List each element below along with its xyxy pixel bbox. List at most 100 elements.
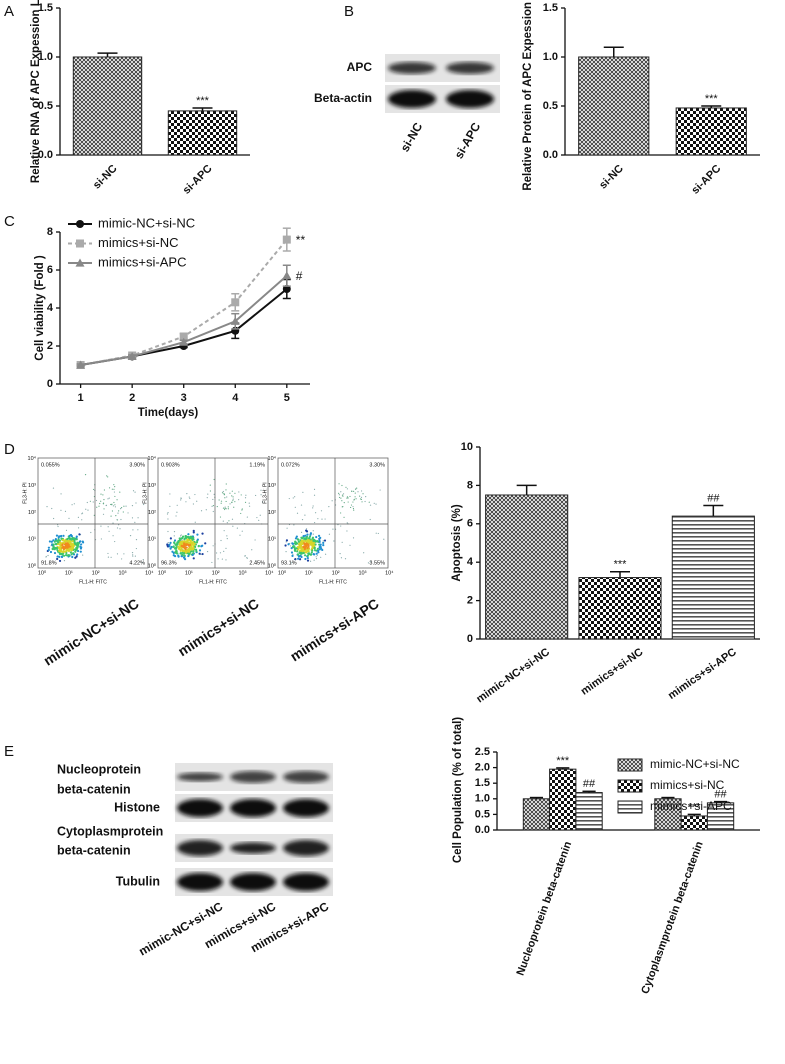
legend-label: mimics+si-APC [650,799,732,813]
event-dot [373,502,375,504]
event-dot [194,548,198,551]
event-dot [234,492,236,494]
event-dot [66,554,69,557]
event-dot [197,544,200,548]
event-dot [369,504,372,506]
event-dot [305,529,308,532]
event-dot [302,491,304,493]
x-tick-label: 3 [181,392,187,404]
event-dot [192,550,195,553]
event-dot [312,530,314,532]
event-dot [102,513,105,515]
quadrant-label: 1.19% [249,462,265,468]
event-dot [227,508,229,510]
event-dot [315,535,318,539]
event-dot [232,525,234,527]
event-dot [167,518,169,520]
y-axis-label: Cell viability (Fold ) [34,255,46,361]
event-dot [296,550,299,553]
y-tick-label: 2 [47,340,53,352]
event-dot [246,557,248,559]
event-dot [180,499,182,501]
annotation: *** [688,801,702,813]
event-dot [62,548,66,551]
event-dot [59,541,62,544]
event-dot [212,510,214,513]
event-dot [350,506,352,509]
event-dot [316,547,320,550]
event-dot [287,543,290,546]
event-dot [187,533,190,536]
event-dot [77,516,79,518]
event-dot [339,553,341,555]
event-dot [217,558,219,560]
event-dot [220,500,223,502]
event-dot [248,505,251,507]
y-tick-label: 10⁰ [148,562,157,569]
event-dot [293,524,295,526]
event-dot [111,503,113,505]
event-dot [58,559,62,563]
event-dot [345,486,347,488]
x-tick-label: 1 [78,392,84,404]
event-dot [176,504,178,506]
event-dot [291,562,293,564]
event-dot [342,493,345,495]
blot-row-label: Nucleoprotein [57,762,141,776]
event-dot [71,504,73,506]
y-tick-label: 0.5 [475,808,490,820]
event-dot [141,561,144,564]
event-dot [353,499,355,501]
event-dot [179,548,182,551]
event-dot [231,490,233,492]
event-dot [324,553,327,555]
event-dot [132,555,134,557]
event-dot [304,557,307,561]
event-dot [367,562,370,564]
annotation: ## [714,789,727,801]
event-dot [68,540,71,544]
event-dot [323,539,327,542]
y-tick-label: 10¹ [28,537,36,543]
event-dot [298,558,302,561]
event-dot [369,560,371,562]
event-dot [294,506,296,508]
legend-marker [75,258,85,267]
event-dot [352,505,354,508]
event-dot [225,500,227,503]
panel-label: D [4,441,15,458]
blot-row-label: Beta-actin [314,91,372,105]
event-dot [169,541,172,544]
x-tick-label: mimic-NC+si-NC [474,646,552,705]
event-dot [297,540,300,543]
event-dot [238,499,240,501]
blot-band [388,90,436,108]
event-dot [244,555,246,557]
error-bar [556,767,570,770]
x-axis-label: FL1-H: FITC [319,579,347,585]
y-tick-label: 8 [467,479,473,491]
event-dot [320,556,322,558]
event-dot [232,496,234,498]
event-dot [301,519,304,521]
event-dot [354,492,356,494]
error-bar [687,813,701,816]
event-dot [340,491,342,493]
event-dot [114,485,116,488]
blot-row-label: beta-catenin [57,843,131,857]
event-dot [255,494,257,497]
event-dot [309,560,312,562]
event-dot [300,548,304,551]
event-dot [201,544,204,547]
event-dot [317,551,320,554]
event-dot [241,530,243,532]
event-dot [123,553,125,555]
bar [167,110,238,156]
event-dot [53,517,55,520]
event-dot [314,549,317,552]
event-dot [188,541,192,544]
event-dot [50,540,53,543]
event-dot [70,553,73,556]
event-dot [176,542,179,545]
event-dot [90,531,92,534]
